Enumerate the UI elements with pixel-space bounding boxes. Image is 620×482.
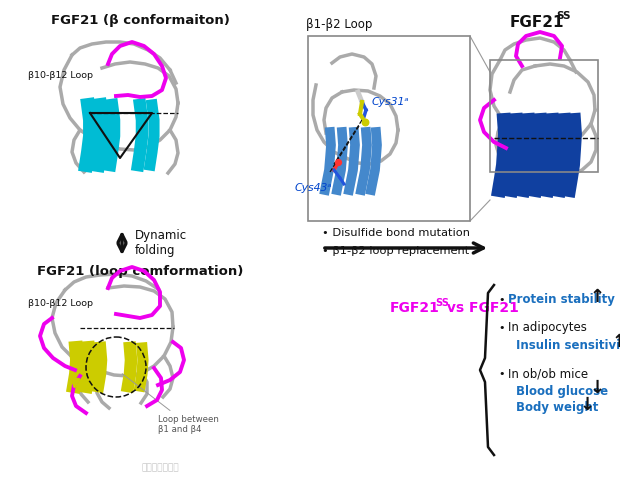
Text: In ob/ob mice: In ob/ob mice	[508, 367, 588, 380]
Text: β1-β2 Loop: β1-β2 Loop	[306, 18, 373, 31]
Text: Cys43ᵃ: Cys43ᵃ	[294, 183, 332, 193]
Text: •: •	[498, 369, 505, 379]
Text: FGF21: FGF21	[390, 301, 440, 315]
Text: Loop between
β1 and β4: Loop between β1 and β4	[122, 374, 219, 434]
Text: •: •	[498, 295, 505, 305]
Text: FGF21 (loop comformation): FGF21 (loop comformation)	[37, 265, 243, 278]
Text: vs FGF21: vs FGF21	[442, 301, 519, 315]
Text: Cys31ᵃ: Cys31ᵃ	[372, 97, 410, 107]
Text: • β1-β2 loop replacement: • β1-β2 loop replacement	[322, 246, 469, 256]
Text: SS: SS	[556, 11, 570, 21]
Text: ↑: ↑	[612, 333, 620, 351]
Text: •: •	[498, 323, 505, 333]
Bar	[308, 36, 470, 221]
Text: FGF21: FGF21	[510, 15, 564, 30]
Text: β10-β12 Loop: β10-β12 Loop	[28, 298, 93, 308]
Text: Blood glucose: Blood glucose	[516, 385, 608, 398]
Bar	[490, 60, 598, 172]
Text: ↓: ↓	[580, 396, 595, 414]
Text: Body weight: Body weight	[516, 402, 598, 415]
Text: β10-β12 Loop: β10-β12 Loop	[28, 71, 93, 80]
Text: In adipocytes: In adipocytes	[508, 321, 587, 335]
Text: FGF21 (β conformaiton): FGF21 (β conformaiton)	[51, 14, 229, 27]
Point	[360, 118, 370, 126]
Text: SS: SS	[435, 298, 449, 308]
Point	[333, 158, 343, 166]
Text: ↑: ↑	[590, 288, 605, 306]
Text: Dynamic
folding: Dynamic folding	[135, 229, 187, 257]
Text: 中国生物技术网: 中国生物技术网	[141, 464, 179, 472]
Text: ↓: ↓	[590, 379, 605, 397]
Text: • Disulfide bond mutation: • Disulfide bond mutation	[322, 228, 470, 238]
Text: Insulin sensitivity: Insulin sensitivity	[516, 338, 620, 351]
Text: Protein stability: Protein stability	[508, 294, 615, 307]
